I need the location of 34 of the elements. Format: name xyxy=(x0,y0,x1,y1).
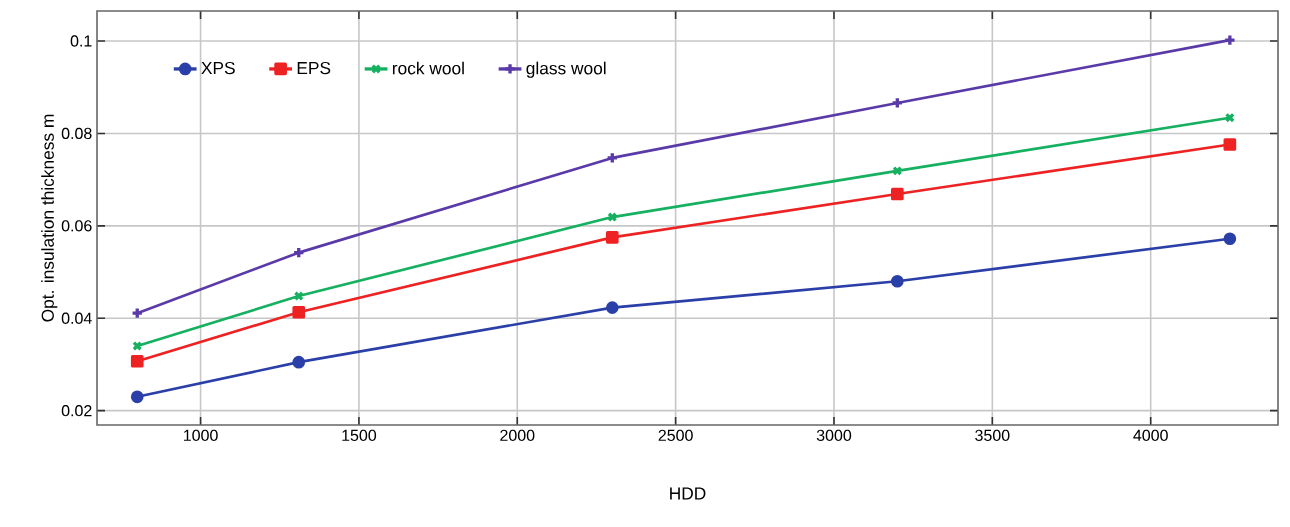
legend-label: glass wool xyxy=(526,61,606,78)
legend-label: EPS xyxy=(297,61,331,75)
y-tick-label: 0.08 xyxy=(61,127,92,140)
y-tick-label: 0.1 xyxy=(70,35,92,47)
y-tick-label: 0.04 xyxy=(61,312,92,324)
point xyxy=(292,305,306,319)
point xyxy=(130,390,144,404)
x-tick-label: 3500 xyxy=(975,429,1010,442)
point xyxy=(892,165,903,176)
x-tick-label: 1500 xyxy=(342,429,377,442)
x-tick-label: 1000 xyxy=(183,429,218,442)
y-axis-title: Opt. insulation thickness m xyxy=(41,114,58,322)
point xyxy=(890,274,904,288)
x-tick-label: 3000 xyxy=(816,429,852,442)
point xyxy=(292,355,306,369)
point xyxy=(890,96,904,110)
y-tick-label: 0.02 xyxy=(61,405,92,417)
point xyxy=(292,246,306,259)
x-axis-title: HDD xyxy=(670,487,706,500)
x-tick-label: 4000 xyxy=(1133,429,1168,442)
legend-label: rock wool xyxy=(392,61,464,75)
point xyxy=(293,291,304,302)
y-tick-label: 0.06 xyxy=(61,220,92,232)
x-tick-label: 2500 xyxy=(658,429,693,442)
point xyxy=(605,151,619,165)
legend-label: XPS xyxy=(201,61,235,75)
point xyxy=(605,231,619,244)
point xyxy=(130,354,144,368)
point xyxy=(605,301,619,314)
point xyxy=(607,212,618,223)
x-tick-label: 2000 xyxy=(500,429,535,442)
point xyxy=(1223,232,1237,246)
point xyxy=(890,187,904,201)
point xyxy=(1223,138,1237,151)
